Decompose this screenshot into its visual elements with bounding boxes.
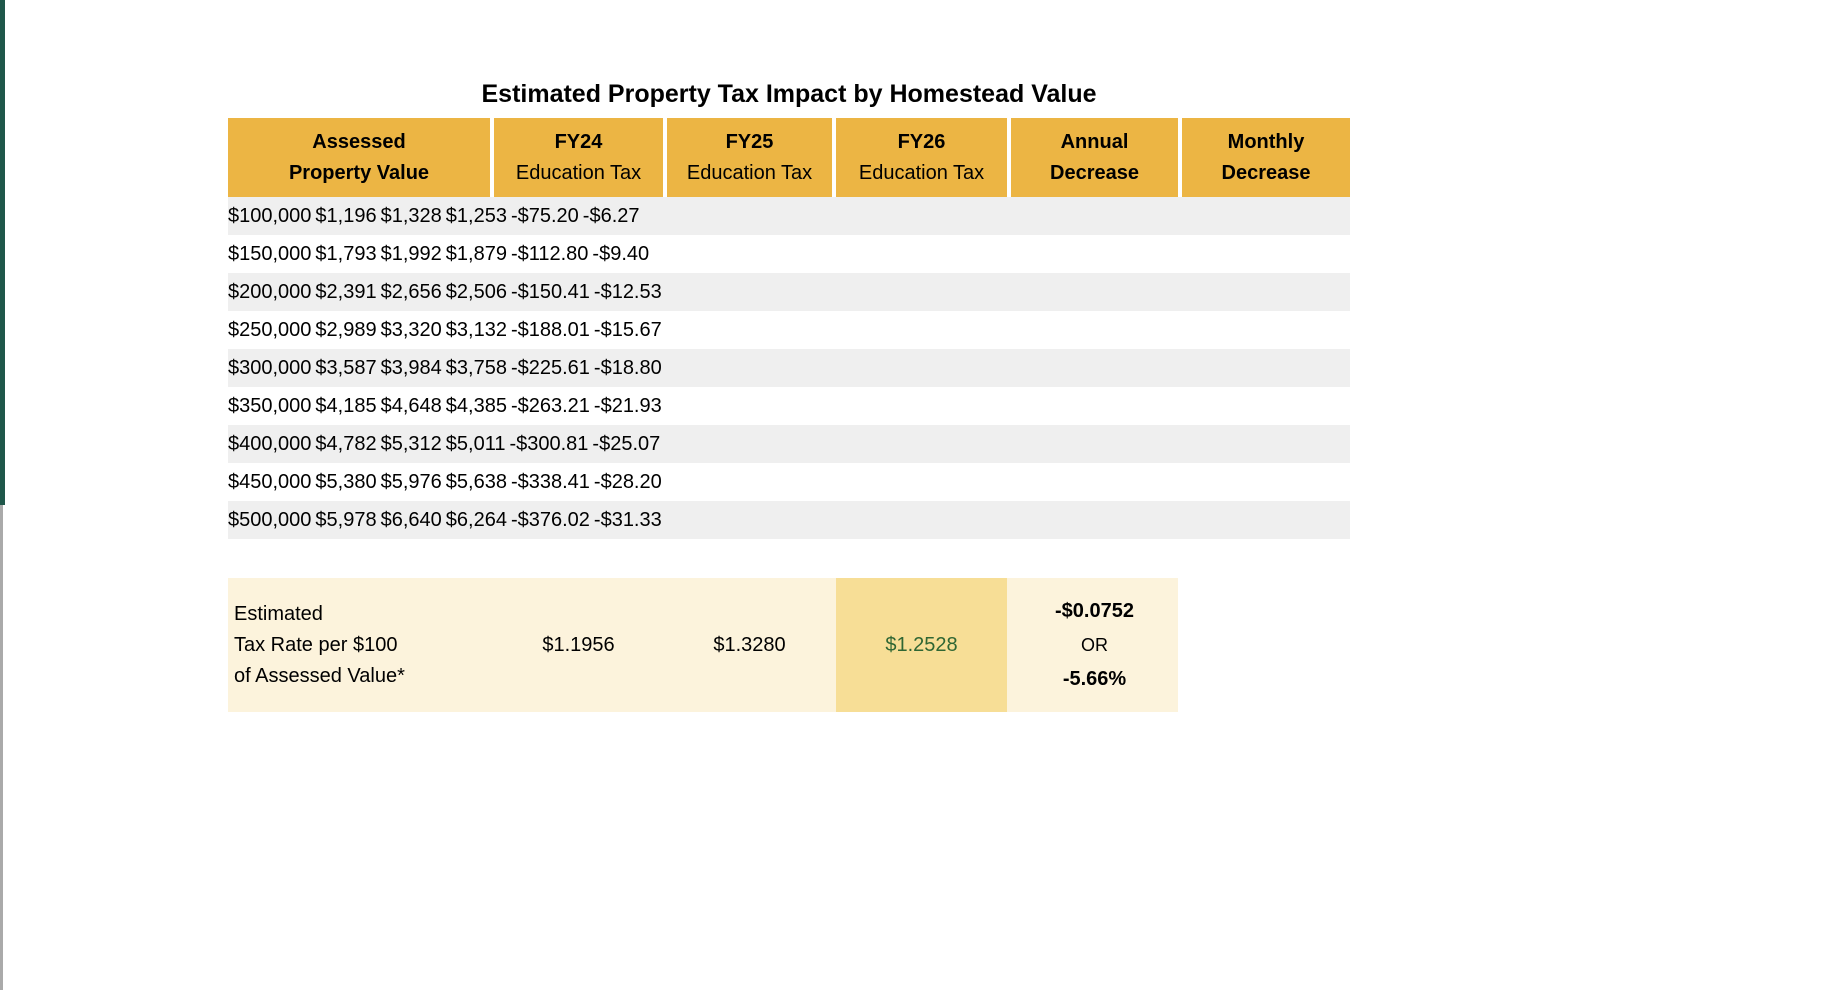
table-row: $450,000 $5,380 $5,976 $5,638 -$338.41 -…: [228, 463, 1350, 501]
tax-rate-label-line: Estimated: [234, 603, 323, 625]
table-cell: -$25.07: [592, 432, 661, 455]
table-cell: $5,312: [380, 432, 442, 455]
tax-rate-label: Estimated Tax Rate per $100 of Assessed …: [228, 578, 490, 712]
table-row: $300,000 $3,587 $3,984 $3,758 -$225.61 -…: [228, 349, 1350, 387]
header-fy26-education-tax: FY26 Education Tax: [836, 118, 1007, 197]
table-cell: $2,506: [445, 280, 507, 303]
table-cell: $5,380: [315, 470, 377, 493]
table-row: $250,000 $2,989 $3,320 $3,132 -$188.01 -…: [228, 311, 1350, 349]
table-cell: $5,976: [380, 470, 442, 493]
table-cell: $4,782: [315, 432, 377, 455]
table-cell: $100,000: [228, 204, 312, 227]
table-cell: $2,656: [380, 280, 442, 303]
header-fy24-education-tax: FY24 Education Tax: [494, 118, 663, 197]
table-row: $100,000 $1,196 $1,328 $1,253 -$75.20 -$…: [228, 197, 1350, 235]
table-cell: $1,253: [445, 204, 507, 227]
table-cell: -$28.20: [593, 470, 662, 493]
table-cell: $350,000: [228, 394, 312, 417]
table-cell: $3,984: [380, 356, 442, 379]
or-label: OR: [1081, 634, 1108, 655]
table-cell: $500,000: [228, 508, 312, 531]
header-annual-decrease: Annual Decrease: [1011, 118, 1178, 197]
table-cell: -$188.01: [510, 318, 590, 341]
page-edge-bar-gray: [0, 505, 3, 990]
property-tax-table: Assessed Property Value FY24 Education T…: [228, 118, 1350, 539]
table-cell: $6,640: [380, 508, 442, 531]
table-row: $150,000 $1,793 $1,992 $1,879 -$112.80 -…: [228, 235, 1350, 273]
table-cell: $200,000: [228, 280, 312, 303]
header-line1: Assessed: [312, 131, 406, 153]
table-cell: $6,264: [445, 508, 507, 531]
table-cell: -$18.80: [593, 356, 662, 379]
table-cell: -$338.41: [510, 470, 590, 493]
header-line2: Decrease: [1221, 162, 1311, 184]
header-assessed-property-value: Assessed Property Value: [228, 118, 490, 197]
table-cell: $4,385: [445, 394, 507, 417]
header-line2: Decrease: [1050, 162, 1139, 184]
table-cell: -$6.27: [582, 204, 640, 227]
table-cell: -$12.53: [593, 280, 662, 303]
header-line2: Education Tax: [686, 162, 813, 184]
table-cell: $5,011: [445, 432, 506, 455]
table-cell: -$75.20: [510, 204, 579, 227]
header-monthly-decrease: Monthly Decrease: [1182, 118, 1350, 197]
table-header-row: Assessed Property Value FY24 Education T…: [228, 118, 1350, 197]
table-cell: $2,391: [315, 280, 377, 303]
annual-rate-change: -$0.0752: [1055, 599, 1134, 622]
table-cell: $400,000: [228, 432, 312, 455]
tax-rate-fy25: $1.3280: [713, 633, 786, 656]
tax-rate-label-line: of Assessed Value*: [234, 665, 405, 687]
table-row: $350,000 $4,185 $4,648 $4,385 -$263.21 -…: [228, 387, 1350, 425]
table-row: $500,000 $5,978 $6,640 $6,264 -$376.02 -…: [228, 501, 1350, 539]
page-edge-bar-green: [0, 0, 5, 505]
table-cell: $5,978: [315, 508, 377, 531]
table-cell: $2,989: [315, 318, 377, 341]
table-cell: $3,758: [445, 356, 507, 379]
table-cell: -$21.93: [593, 394, 662, 417]
header-line1: Annual: [1060, 131, 1129, 153]
tax-rate-fy24: $1.1956: [542, 633, 615, 656]
table-cell: $300,000: [228, 356, 312, 379]
table-cell: -$300.81: [509, 432, 589, 455]
table-cell: $1,328: [380, 204, 442, 227]
table-cell: $1,793: [315, 242, 377, 265]
table-cell: $3,132: [445, 318, 507, 341]
header-line2: Education Tax: [858, 162, 985, 184]
table-cell: -$376.02: [510, 508, 590, 531]
table-title: Estimated Property Tax Impact by Homeste…: [481, 80, 1097, 108]
table-cell: -$15.67: [593, 318, 662, 341]
table-cell: -$150.41: [510, 280, 590, 303]
table-cell: $1,879: [445, 242, 507, 265]
tax-rate-fy26-highlighted: $1.2528: [836, 578, 1007, 712]
header-line1: FY26: [897, 131, 946, 153]
table-cell: $4,648: [380, 394, 442, 417]
table-cell: -$112.80: [510, 242, 589, 265]
header-fy25-education-tax: FY25 Education Tax: [667, 118, 832, 197]
header-line1: FY25: [725, 131, 774, 153]
table-cell: $150,000: [228, 242, 312, 265]
table-cell: -$31.33: [593, 508, 662, 531]
table-cell: $1,992: [380, 242, 442, 265]
tax-rate-label-line: Tax Rate per $100: [234, 634, 398, 656]
table-cell: $1,196: [315, 204, 377, 227]
tax-rate-summary-block: Estimated Tax Rate per $100 of Assessed …: [228, 578, 1178, 712]
header-line1: FY24: [554, 131, 603, 153]
table-cell: $450,000: [228, 470, 312, 493]
table-cell: $250,000: [228, 318, 312, 341]
table-row: $200,000 $2,391 $2,656 $2,506 -$150.41 -…: [228, 273, 1350, 311]
header-line2: Education Tax: [515, 162, 642, 184]
table-cell: $3,320: [380, 318, 442, 341]
header-line1: Monthly: [1227, 131, 1305, 153]
table-cell: -$225.61: [510, 356, 590, 379]
table-cell: $4,185: [315, 394, 377, 417]
header-line2: Property Value: [288, 162, 430, 184]
table-cell: $5,638: [445, 470, 507, 493]
tax-rate-change: -$0.0752 OR -5.66%: [1011, 578, 1178, 712]
table-cell: $3,587: [315, 356, 377, 379]
percent-rate-change: -5.66%: [1062, 667, 1127, 690]
table-cell: -$9.40: [592, 242, 650, 265]
table-row: $400,000 $4,782 $5,312 $5,011 -$300.81 -…: [228, 425, 1350, 463]
table-cell: -$263.21: [510, 394, 590, 417]
